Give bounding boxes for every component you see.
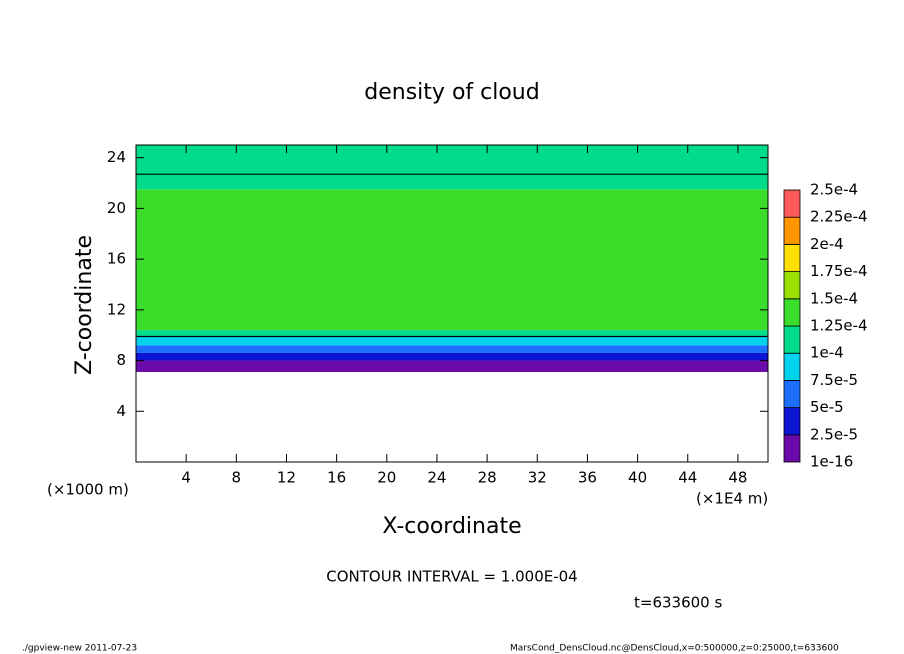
colorbar-label: 2.5e-5 <box>810 425 858 443</box>
field-layer <box>136 352 768 361</box>
x-axis-label: X-coordinate <box>382 514 521 539</box>
x-tick-label: 40 <box>628 469 647 487</box>
x-tick-label: 8 <box>232 469 242 487</box>
y-tick-label: 20 <box>107 199 126 217</box>
plot-frame <box>135 144 769 463</box>
x-tick-label: 36 <box>578 469 597 487</box>
colorbar-label: 2.5e-4 <box>810 181 858 199</box>
colorbar-box <box>783 216 801 245</box>
x-tick-label: 24 <box>427 469 446 487</box>
y-tick-label: 24 <box>107 148 126 166</box>
colorbar-label: 1e-16 <box>810 453 853 471</box>
x-tick-label: 28 <box>478 469 497 487</box>
chart-title: density of cloud <box>364 80 539 105</box>
x-tick-label: 48 <box>728 469 747 487</box>
y-axis-label: Z-coordinate <box>72 235 97 375</box>
colorbar-box <box>783 407 801 436</box>
field-layer <box>136 345 768 353</box>
time-note: t=633600 s <box>634 594 722 612</box>
field-layer <box>136 189 768 331</box>
field-layer <box>136 174 768 190</box>
colorbar-box <box>783 243 801 272</box>
colorbar-label: 1.75e-4 <box>810 262 868 280</box>
colorbar-label: 2e-4 <box>810 235 844 253</box>
field-layer <box>136 336 768 346</box>
footer-right: MarsCond_DensCloud.nc@DensCloud,x=0:5000… <box>510 644 839 654</box>
x-tick-label: 20 <box>377 469 396 487</box>
colorbar-label: 1.5e-4 <box>810 289 858 307</box>
x-tick-label: 44 <box>678 469 697 487</box>
x-tick-label: 12 <box>277 469 296 487</box>
colorbar-box <box>783 352 801 381</box>
field-layer <box>136 330 768 337</box>
y-tick-label: 12 <box>107 300 126 318</box>
contour-note: CONTOUR INTERVAL = 1.000E-04 <box>326 568 577 586</box>
colorbar-box <box>783 434 801 463</box>
x-tick-label: 16 <box>327 469 346 487</box>
x-unit: (×1E4 m) <box>696 490 768 508</box>
x-tick-label: 4 <box>181 469 191 487</box>
colorbar-label: 1e-4 <box>810 344 844 362</box>
colorbar-box <box>783 379 801 408</box>
x-tick-label: 32 <box>528 469 547 487</box>
y-tick-label: 16 <box>107 250 126 268</box>
y-tick-label: 8 <box>116 351 126 369</box>
colorbar-label: 7.5e-5 <box>810 371 858 389</box>
footer-left: ./gpview-new 2011-07-23 <box>22 644 137 654</box>
colorbar-label: 1.25e-4 <box>810 317 868 335</box>
colorbar-box <box>783 325 801 354</box>
field-layer <box>136 145 768 175</box>
colorbar-label: 2.25e-4 <box>810 208 868 226</box>
colorbar-box <box>783 298 801 327</box>
colorbar-box <box>783 271 801 300</box>
y-tick-label: 4 <box>116 402 126 420</box>
colorbar-box <box>783 189 801 218</box>
colorbar-label: 5e-5 <box>810 398 844 416</box>
y-unit: (×1000 m) <box>47 481 129 499</box>
field-layer <box>136 360 768 372</box>
